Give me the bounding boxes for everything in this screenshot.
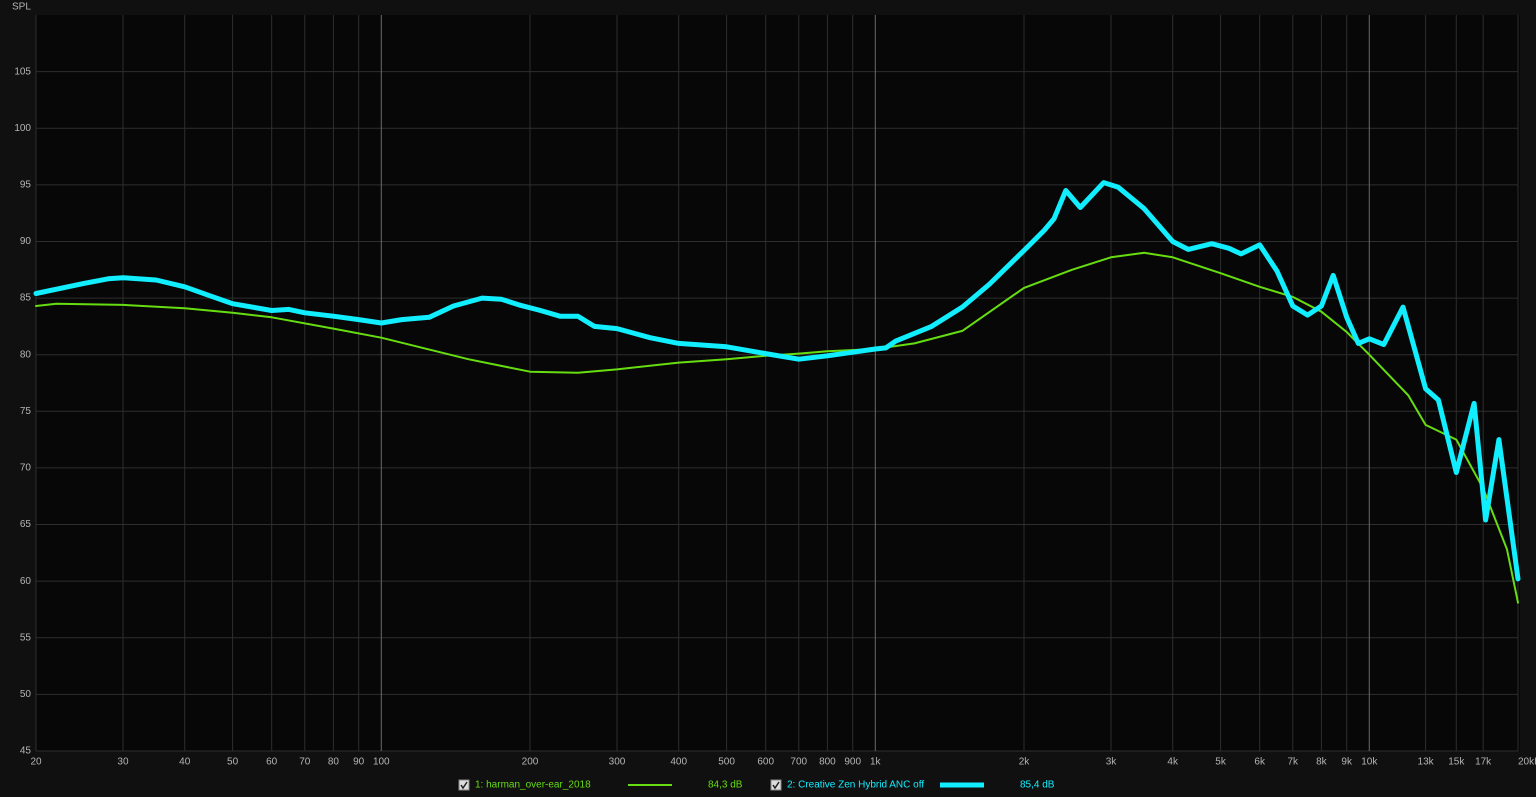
x-tick-label: 50 — [227, 757, 239, 768]
y-axis-label: SPL — [12, 2, 31, 13]
x-tick-label: 3k — [1106, 757, 1118, 768]
y-tick-label: 65 — [20, 519, 32, 530]
x-tick-label: 1k — [870, 757, 882, 768]
x-tick-label: 4k — [1167, 757, 1179, 768]
x-tick-label: 20kHz — [1518, 757, 1536, 768]
x-tick-label: 6k — [1254, 757, 1266, 768]
y-tick-label: 75 — [20, 406, 32, 417]
x-tick-label: 90 — [353, 757, 365, 768]
y-tick-label: 45 — [20, 746, 32, 757]
series-line — [33, 180, 1521, 582]
checkmark — [772, 781, 780, 790]
x-tick-label: 8k — [1316, 757, 1328, 768]
x-tick-label: 500 — [718, 757, 735, 768]
y-tick-label: 95 — [20, 179, 32, 190]
y-tick-label: 70 — [20, 463, 32, 474]
y-tick-label: 90 — [20, 236, 32, 247]
y-tick-label: 55 — [20, 632, 32, 643]
y-tick-label: 60 — [20, 576, 32, 587]
y-tick-label: 105 — [14, 66, 31, 77]
y-tick-label: 100 — [14, 123, 31, 134]
x-tick-label: 80 — [328, 757, 340, 768]
legend-value: 84,3 dB — [708, 780, 743, 791]
x-tick-label: 2k — [1019, 757, 1031, 768]
x-tick-label: 600 — [757, 757, 774, 768]
legend-label: 2: Creative Zen Hybrid ANC off — [787, 780, 924, 791]
y-tick-label: 85 — [20, 293, 32, 304]
legend-checkbox[interactable] — [458, 779, 470, 791]
legend-label: 1: harman_over-ear_2018 — [475, 780, 591, 791]
series-line — [35, 251, 1519, 604]
y-tick-label: 50 — [20, 689, 32, 700]
x-tick-label: 900 — [844, 757, 861, 768]
x-tick-label: 70 — [299, 757, 311, 768]
x-tick-label: 20 — [30, 757, 42, 768]
legend-value: 85,4 dB — [1020, 780, 1055, 791]
x-tick-label: 40 — [179, 757, 191, 768]
x-tick-label: 15k — [1448, 757, 1465, 768]
x-tick-label: 9k — [1341, 757, 1353, 768]
x-tick-label: 17k — [1475, 757, 1492, 768]
x-tick-label: 300 — [609, 757, 626, 768]
x-tick-label: 200 — [522, 757, 539, 768]
x-tick-label: 700 — [790, 757, 807, 768]
x-tick-label: 30 — [117, 757, 129, 768]
x-tick-label: 13k — [1418, 757, 1435, 768]
legend-checkbox[interactable] — [770, 779, 782, 791]
x-tick-label: 60 — [266, 757, 278, 768]
x-tick-label: 7k — [1287, 757, 1299, 768]
x-tick-label: 10k — [1361, 757, 1378, 768]
y-tick-label: 80 — [20, 349, 32, 360]
x-tick-label: 100 — [373, 757, 390, 768]
checkmark — [460, 781, 468, 790]
x-tick-label: 400 — [670, 757, 687, 768]
x-tick-label: 5k — [1215, 757, 1227, 768]
plot-area — [36, 15, 1520, 751]
x-tick-label: 800 — [819, 757, 836, 768]
